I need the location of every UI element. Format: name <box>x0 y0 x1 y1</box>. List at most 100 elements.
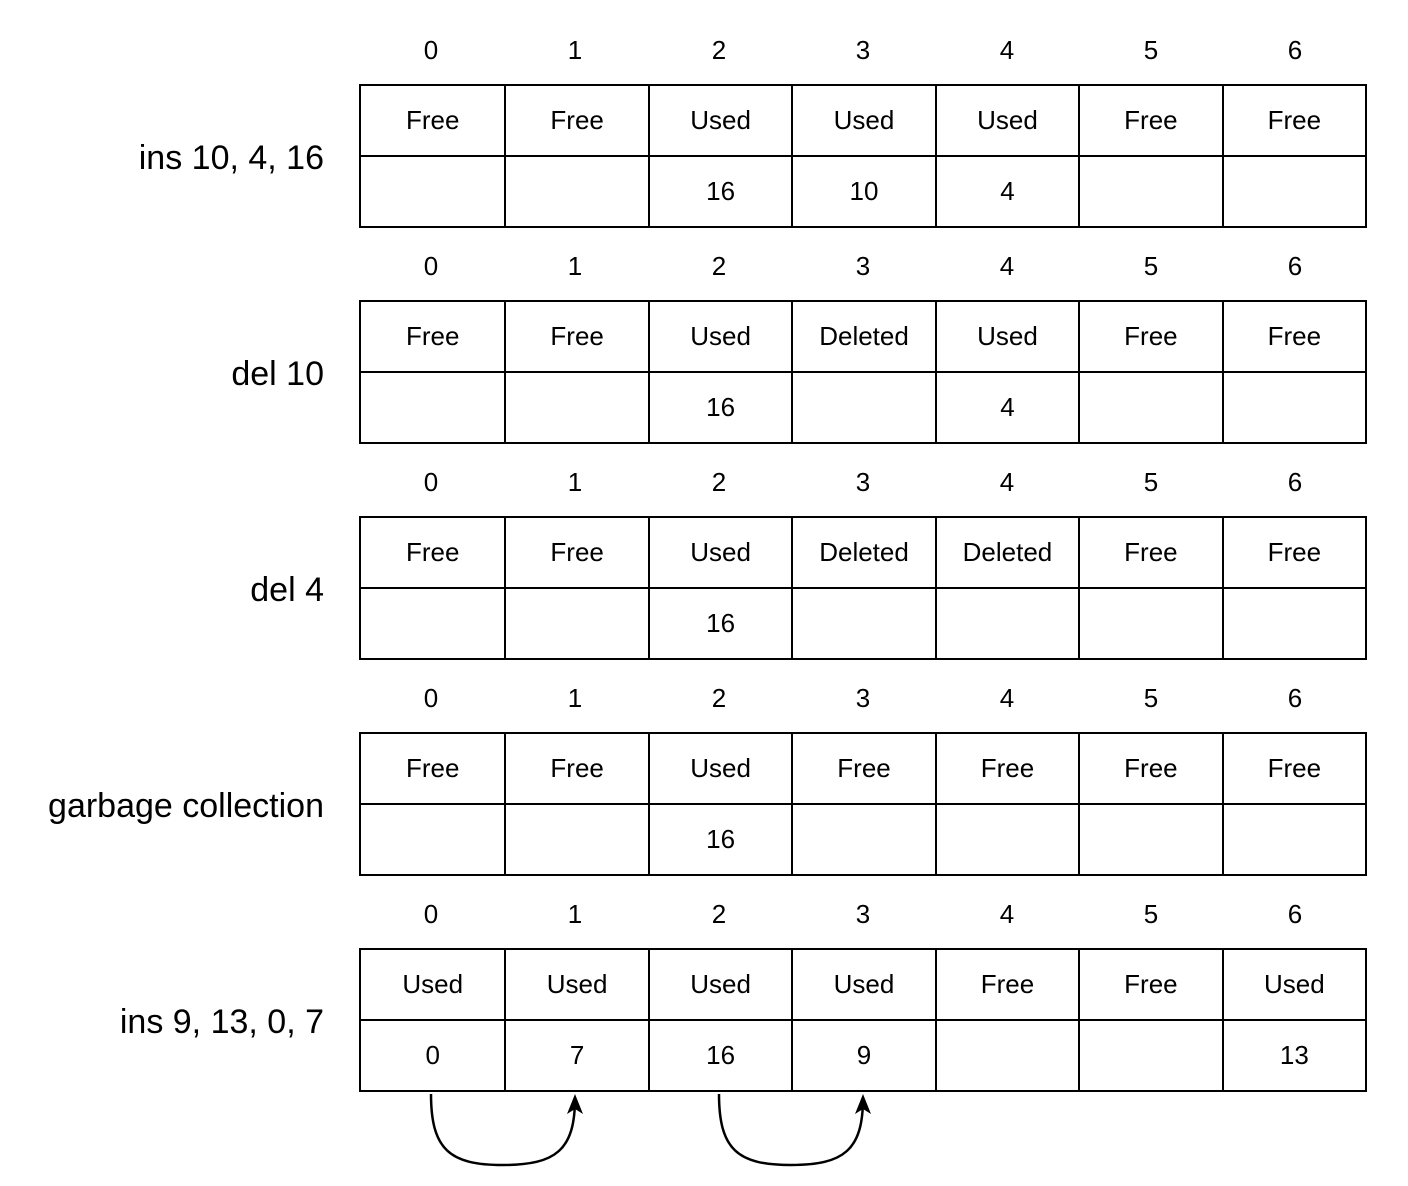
slot-index: 0 <box>423 899 439 929</box>
slot-status: Deleted <box>936 518 1079 589</box>
slot: Free <box>1221 302 1366 442</box>
slot-status: Free <box>361 86 505 157</box>
slot-status: Free <box>361 302 505 373</box>
slot: Used 10 <box>791 86 935 226</box>
slot-status: Free <box>506 302 648 373</box>
slot-status: Deleted <box>793 518 935 589</box>
slot-status: Used <box>506 950 648 1021</box>
slot: Free <box>791 734 935 874</box>
slot-status: Free <box>1080 302 1222 373</box>
slot-index: 6 <box>1287 35 1303 65</box>
slot-status: Free <box>1223 86 1366 157</box>
slot-index: 1 <box>567 35 583 65</box>
step-label: ins 9, 13, 0, 7 <box>119 1003 324 1041</box>
step-label: del 10 <box>231 355 324 393</box>
slot-index: 2 <box>711 251 727 281</box>
slot: Used 7 <box>504 950 648 1090</box>
slot: Used 0 <box>361 950 505 1090</box>
slot-status: Free <box>1080 518 1222 589</box>
hash-table: Free Free Used 16 Deleted Deleted Free Fr… <box>359 516 1367 660</box>
slot-index: 6 <box>1287 467 1303 497</box>
slot-index: 1 <box>567 899 583 929</box>
slot-status: Free <box>936 734 1079 805</box>
slot: Free <box>504 518 648 658</box>
slot: Free <box>361 518 505 658</box>
slot: Used 13 <box>1221 950 1366 1090</box>
slot-value: 16 <box>706 608 736 638</box>
slot-index: 5 <box>1143 251 1159 281</box>
slot-value: 9 <box>856 1040 872 1070</box>
slot: Free <box>361 302 505 442</box>
slot-index: 0 <box>423 467 439 497</box>
slot: Used 16 <box>647 518 792 658</box>
slot: Used 16 <box>647 950 792 1090</box>
hash-table: Used 0 Used 7 Used 16 Used 9 Free Free Used 1… <box>359 948 1367 1092</box>
slot-value: 16 <box>706 392 736 422</box>
slot-index: 6 <box>1287 251 1303 281</box>
slot: Free <box>934 950 1079 1090</box>
slot-index: 6 <box>1287 899 1303 929</box>
slot: Free <box>934 734 1079 874</box>
slot-index: 5 <box>1143 467 1159 497</box>
slot: Used 16 <box>647 734 792 874</box>
hash-table: Free Free Used 16 Used 10 Used 4 Free Free <box>359 84 1367 228</box>
slot-status: Used <box>936 302 1079 373</box>
slot-status: Used <box>649 302 792 373</box>
slot: Free <box>1221 518 1366 658</box>
slot-index: 1 <box>567 683 583 713</box>
slot: Free <box>361 86 505 226</box>
slot-index: 3 <box>855 467 871 497</box>
slot: Free <box>1078 302 1222 442</box>
slot-index: 3 <box>855 683 871 713</box>
slot-index: 1 <box>567 467 583 497</box>
step-label: del 4 <box>250 571 324 609</box>
slot-value: 16 <box>706 1040 736 1070</box>
slot-index: 4 <box>999 35 1015 65</box>
slot-status: Free <box>936 950 1079 1021</box>
step-label: ins 10, 4, 16 <box>138 139 324 177</box>
slot: Free <box>504 86 648 226</box>
slot-index: 2 <box>711 467 727 497</box>
slot-index: 4 <box>999 467 1015 497</box>
slot-value: 16 <box>706 176 736 206</box>
slot-index: 4 <box>999 683 1015 713</box>
slot-index: 3 <box>855 251 871 281</box>
slot: Used 4 <box>934 86 1079 226</box>
slot: Free <box>361 734 505 874</box>
hash-table: Free Free Used 16 Deleted Used 4 Free Free <box>359 300 1367 444</box>
slot-value: 10 <box>849 176 879 206</box>
slot-status: Used <box>649 950 792 1021</box>
slot: Free <box>504 302 648 442</box>
probe-arrow-head <box>567 1094 583 1114</box>
slot-index: 3 <box>855 35 871 65</box>
slot-index: 0 <box>423 683 439 713</box>
slot: Used 16 <box>647 86 792 226</box>
slot-index: 1 <box>567 251 583 281</box>
slot-status: Free <box>1080 734 1222 805</box>
slot-index: 2 <box>711 35 727 65</box>
slot: Deleted <box>791 302 935 442</box>
slot: Free <box>1078 950 1222 1090</box>
slot-status: Used <box>793 950 935 1021</box>
index-row: 0 1 2 3 4 5 6 <box>359 683 1367 713</box>
slot-status: Free <box>793 734 935 805</box>
slot: Deleted <box>934 518 1079 658</box>
slot: Free <box>504 734 648 874</box>
slot-index: 5 <box>1143 899 1159 929</box>
slot-index: 4 <box>999 251 1015 281</box>
slot-index: 0 <box>423 251 439 281</box>
slot-value: 4 <box>1000 392 1015 422</box>
slot-index: 2 <box>711 899 727 929</box>
slot-status: Used <box>361 950 505 1021</box>
slot: Used 16 <box>647 302 792 442</box>
slot-status: Used <box>1223 950 1366 1021</box>
slot-value: 0 <box>425 1040 440 1070</box>
slot: Used 9 <box>791 950 935 1090</box>
slot-value: 4 <box>1000 176 1015 206</box>
slot-status: Free <box>1080 950 1222 1021</box>
slot: Free <box>1078 734 1222 874</box>
index-row: 0 1 2 3 4 5 6 <box>359 899 1367 929</box>
index-row: 0 1 2 3 4 5 6 <box>359 35 1367 65</box>
slot-index: 0 <box>423 35 439 65</box>
